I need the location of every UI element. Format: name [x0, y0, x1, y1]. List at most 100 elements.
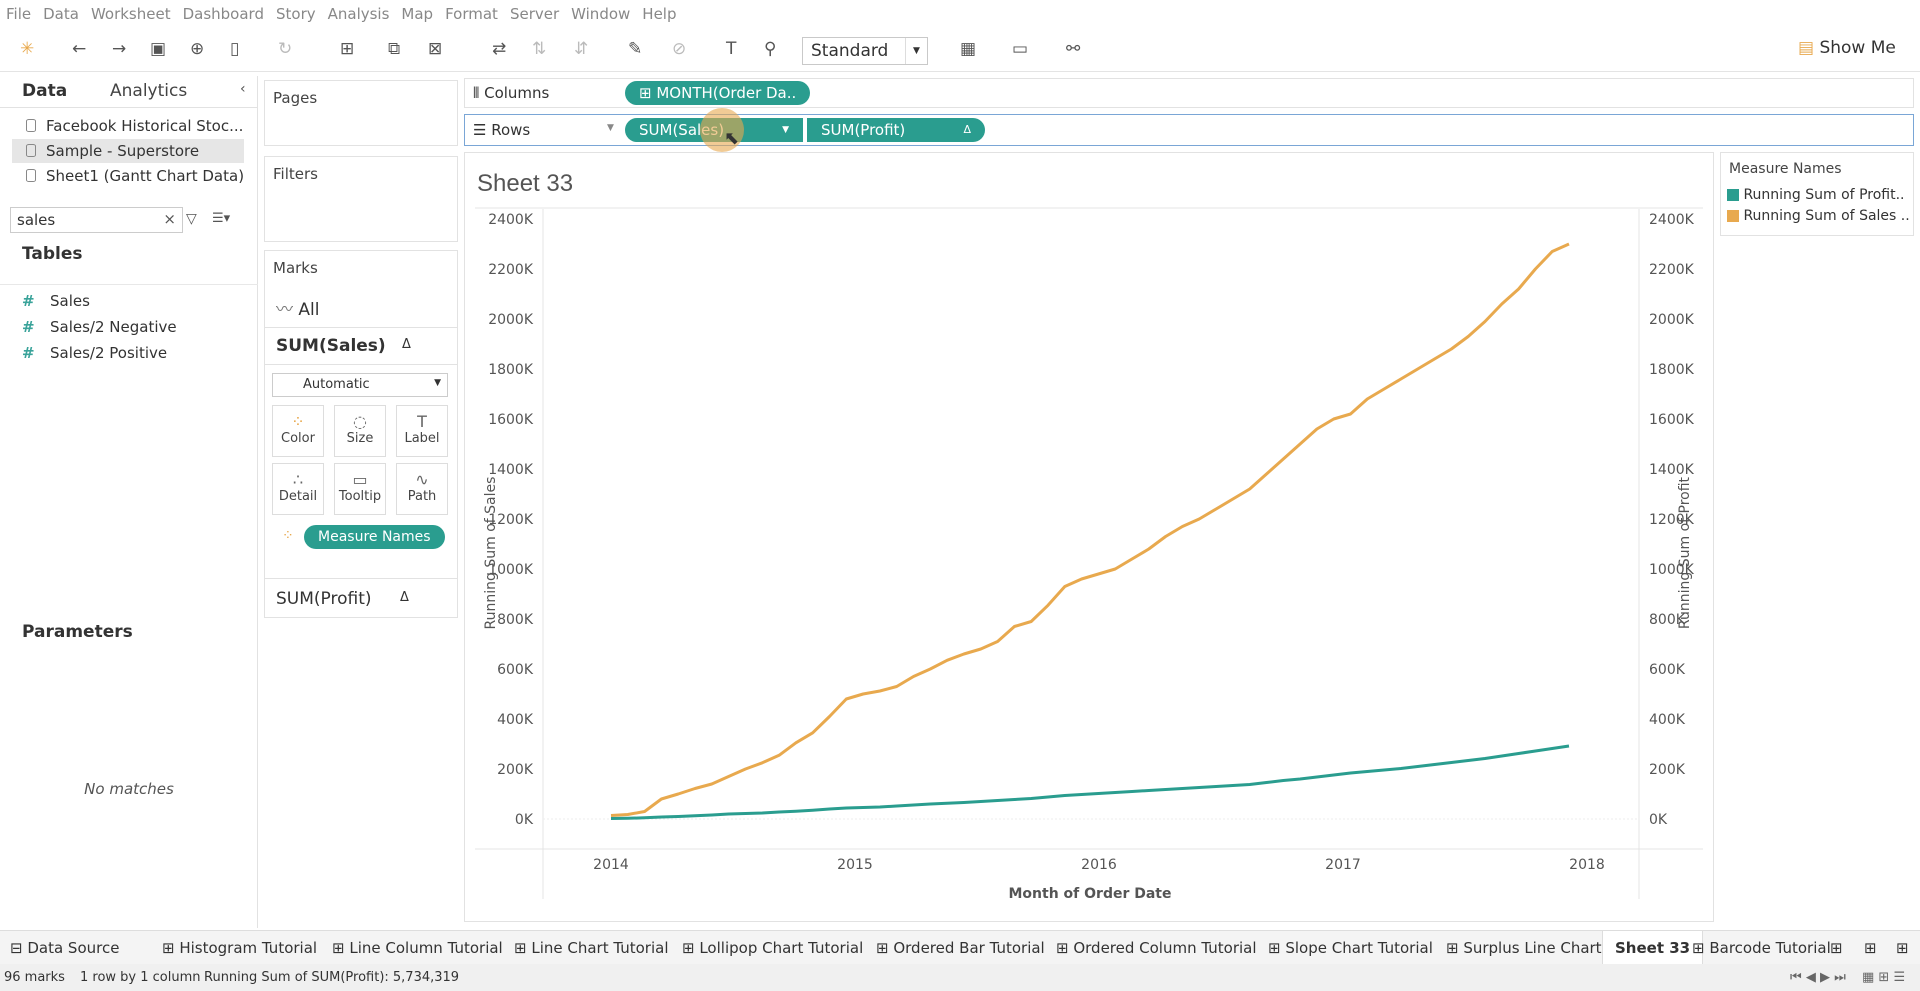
marks-sales-tab[interactable]: SUM(Sales) Δ	[264, 327, 458, 365]
menu-analysis[interactable]: Analysis	[327, 5, 390, 23]
y-tick-label: 400K	[497, 712, 534, 728]
field-sales-positive[interactable]: # Sales/2 Positive	[22, 344, 167, 362]
tooltip-card[interactable]: ▭ Tooltip	[334, 463, 386, 515]
worksheet-icon: ⊞	[514, 939, 532, 957]
y-tick-label: 200K	[497, 762, 534, 778]
tab-sheet[interactable]: ⊞ Surplus Line Chart	[1446, 939, 1602, 957]
datasource-item[interactable]: Sheet1 (Gantt Chart Data)	[0, 164, 258, 188]
tab-sheet[interactable]: ⊞ Ordered Column Tutorial	[1056, 939, 1257, 957]
labels-icon[interactable]: T	[726, 39, 737, 59]
sheet-view-icon[interactable]: ▦ ⊞ ☰	[1862, 970, 1906, 985]
datasource-item-selected[interactable]: Sample - Superstore	[12, 139, 244, 163]
pin-icon[interactable]: ⚲	[764, 39, 777, 59]
legend-item-profit[interactable]: Running Sum of Profit..	[1727, 187, 1904, 203]
tab-data[interactable]: Data	[22, 81, 68, 101]
menu-file[interactable]: File	[6, 5, 32, 23]
legend-label: Running Sum of Sales ..	[1743, 208, 1910, 224]
y-tick-label: 1600K	[488, 412, 534, 428]
x-axis-label: Month of Order Date	[1009, 886, 1172, 902]
menu-dashboard[interactable]: Dashboard	[182, 5, 264, 23]
undo-icon[interactable]: ←	[72, 39, 87, 59]
database-icon	[26, 144, 36, 157]
collapse-icon[interactable]: ‹	[240, 81, 246, 97]
menu-window[interactable]: Window	[571, 5, 631, 23]
columns-shelf[interactable]: ⫴ Columns ⊞ MONTH(Order Da..	[464, 78, 1914, 108]
menu-format[interactable]: Format	[445, 5, 498, 23]
tab-analytics[interactable]: Analytics	[110, 81, 188, 101]
detail-card[interactable]: ∴ Detail	[272, 463, 324, 515]
tooltip-icon: ▭	[352, 470, 368, 489]
refresh-icon[interactable]: ↻	[278, 39, 293, 59]
y-axis-label: Running Sum of Sales	[483, 477, 499, 630]
duplicate-icon[interactable]: ⧉	[388, 39, 401, 59]
cursor-highlight	[700, 108, 744, 152]
tableau-logo-icon[interactable]: ✳	[20, 39, 35, 59]
measure-names-pill[interactable]: Measure Names	[304, 525, 445, 549]
legend-item-sales[interactable]: Running Sum of Sales ..	[1727, 208, 1910, 224]
fit-dropdown[interactable]: Standard ▼	[802, 37, 928, 65]
tab-sheet[interactable]: ⊞ Line Chart Tutorial	[514, 939, 669, 957]
new-story-icon[interactable]: ⊞	[1896, 939, 1909, 957]
menu-data[interactable]: Data	[43, 5, 79, 23]
tab-sheet[interactable]: ⊞ Lollipop Chart Tutorial	[682, 939, 863, 957]
swap-icon[interactable]: ⇄	[492, 39, 507, 59]
marks-profit-tab[interactable]: SUM(Profit) Δ	[264, 578, 458, 616]
show-me-label: Show Me	[1819, 38, 1896, 58]
tab-sheet[interactable]: ⊞ Histogram Tutorial	[162, 939, 317, 957]
highlight-icon[interactable]: ✎	[628, 39, 643, 59]
pages-shelf[interactable]: Pages	[264, 80, 458, 146]
new-worksheet-icon[interactable]: ⊞	[340, 39, 355, 59]
redo-icon[interactable]: →	[112, 39, 127, 59]
label-card[interactable]: T Label	[396, 405, 448, 457]
tab-sheet[interactable]: ⊞ Barcode Tutorial	[1692, 939, 1831, 957]
field-sales[interactable]: # Sales	[22, 292, 90, 310]
menu-map[interactable]: Map	[401, 5, 434, 23]
label-icon: T	[417, 412, 427, 431]
tab-sheet[interactable]: ⊞ Line Column Tutorial	[332, 939, 503, 957]
tab-label: Slope Chart Tutorial	[1285, 939, 1433, 957]
clear-search-icon[interactable]: ×	[163, 210, 176, 228]
pause-updates-icon[interactable]: ▯	[230, 39, 240, 59]
group-icon[interactable]: ⊘	[672, 39, 687, 59]
menu-server[interactable]: Server	[509, 5, 560, 23]
presentation-icon[interactable]: ▭	[1012, 39, 1029, 59]
field-sales-negative[interactable]: # Sales/2 Negative	[22, 318, 177, 336]
show-me-button[interactable]: ▤ Show Me	[1798, 38, 1896, 58]
color-card[interactable]: ⁘ Color	[272, 405, 324, 457]
columns-text: Columns	[484, 84, 550, 102]
new-dashboard-icon[interactable]: ⊞	[1864, 939, 1877, 957]
y-tick-label: 0K	[515, 812, 534, 828]
menu-help[interactable]: Help	[642, 5, 677, 23]
columns-label: ⫴ Columns	[473, 84, 549, 102]
clear-sheet-icon[interactable]: ⊠	[428, 39, 443, 59]
filter-icon[interactable]: ▽	[186, 211, 197, 227]
field-search-input[interactable]: sales ×	[10, 207, 183, 233]
new-datasource-icon[interactable]: ⊕	[190, 39, 205, 59]
size-card[interactable]: ◌ Size	[334, 405, 386, 457]
tab-sheet[interactable]: ⊞ Ordered Bar Tutorial	[876, 939, 1045, 957]
view-options-icon[interactable]: ☰▾	[212, 211, 231, 226]
columns-pill[interactable]: ⊞ MONTH(Order Da..	[625, 81, 811, 105]
marks-sales-label: SUM(Sales)	[276, 336, 386, 356]
y2-tick-label: 200K	[1649, 762, 1686, 778]
share-icon[interactable]: ⚯	[1066, 39, 1081, 59]
sort-ascending-icon[interactable]: ⇅	[532, 39, 547, 59]
menu-story[interactable]: Story	[275, 5, 316, 23]
tab-sheet-active[interactable]: Sheet 33	[1602, 931, 1704, 965]
tab-data-source[interactable]: ⊟ Data Source	[10, 939, 119, 957]
mark-type-dropdown[interactable]: Automatic ▼	[272, 373, 448, 397]
sort-descending-icon[interactable]: ⇵	[574, 39, 589, 59]
filters-shelf[interactable]: Filters	[264, 156, 458, 242]
marks-all[interactable]: 〰 All	[276, 295, 319, 320]
size-icon: ◌	[353, 412, 367, 431]
datasource-item[interactable]: Facebook Historical Stoc...	[0, 114, 258, 138]
menu-worksheet[interactable]: Worksheet	[90, 5, 171, 23]
save-icon[interactable]: ▣	[150, 39, 167, 59]
path-card[interactable]: ∿ Path	[396, 463, 448, 515]
show-cards-icon[interactable]: ▦	[960, 39, 977, 59]
rows-shelf[interactable]: ☰ Rows ▼ SUM(Sales) ▼ SUM(Profit) Δ	[464, 114, 1914, 146]
new-worksheet-icon[interactable]: ⊞	[1830, 939, 1843, 957]
tab-sheet[interactable]: ⊞ Slope Chart Tutorial	[1268, 939, 1433, 957]
rows-pill-profit[interactable]: SUM(Profit) Δ	[807, 118, 985, 142]
sheet-nav-icon[interactable]: ⏮ ◀ ▶ ⏭	[1790, 970, 1846, 985]
